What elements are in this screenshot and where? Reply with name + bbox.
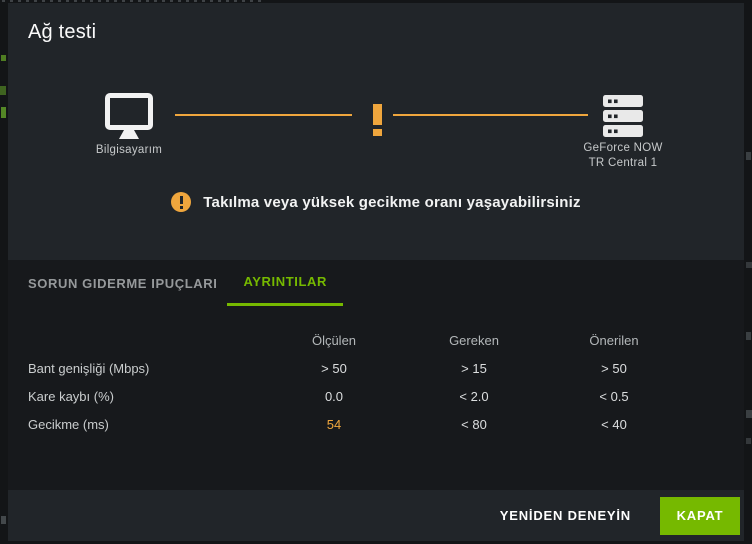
column-header-recommended: Önerilen	[589, 333, 639, 348]
monitor-icon	[105, 93, 153, 139]
cell-measured-0: > 50	[321, 361, 347, 376]
background-window-top-edge	[2, 0, 266, 2]
background-fragment	[746, 152, 751, 160]
tab-bar: SORUN GIDERME IPUÇLARI AYRINTILAR	[8, 260, 744, 306]
connection-line-right	[393, 114, 588, 116]
background-fragment	[1, 516, 6, 524]
background-fragment	[0, 86, 6, 95]
background-fragment	[746, 410, 752, 418]
cell-measured-2: 54	[326, 417, 342, 432]
cell-recommended-2: < 40	[601, 417, 627, 432]
retry-button[interactable]: YENİDEN DENEYİN	[496, 498, 635, 533]
cell-required-0: > 15	[461, 361, 487, 376]
server-label: GeForce NOW TR Central 1	[565, 141, 681, 171]
server-icon	[603, 95, 643, 137]
table-corner-cell	[28, 327, 264, 355]
background-fragment	[1, 55, 6, 61]
warning-message: Takılma veya yüksek gecikme oranı yaşaya…	[203, 193, 581, 211]
details-section: SORUN GIDERME IPUÇLARI AYRINTILAR Ölçüle…	[8, 260, 744, 490]
background-fragment	[746, 438, 751, 444]
cell-required-1: < 2.0	[459, 389, 489, 404]
tab-details[interactable]: AYRINTILAR	[227, 260, 343, 306]
server-name: GeForce NOW	[583, 142, 663, 154]
network-results-table: Ölçülen Gereken Önerilen Bant genişliği …	[8, 327, 744, 439]
exclamation-mark-icon	[373, 129, 382, 136]
row-label-latency: Gecikme (ms)	[28, 417, 109, 432]
row-label-frame-loss: Kare kaybı (%)	[28, 389, 114, 404]
background-fragment	[746, 332, 751, 340]
background-fragment	[746, 262, 752, 268]
cell-required-2: < 80	[461, 417, 487, 432]
warning-banner: Takılma veya yüksek gecikme oranı yaşaya…	[8, 189, 744, 215]
cell-measured-1: 0.0	[324, 389, 344, 404]
connection-line-left	[175, 114, 352, 116]
page-title: Ağ testi	[28, 21, 97, 43]
tab-troubleshooting-tips[interactable]: SORUN GIDERME IPUÇLARI	[28, 275, 218, 291]
dialog-footer: YENİDEN DENEYİN KAPAT	[8, 490, 744, 541]
network-test-dialog: Ağ testi Bilgisayarım GeForce NOW TR Cen	[8, 3, 744, 541]
exclamation-mark-icon	[373, 104, 382, 125]
warning-circle-icon	[171, 192, 192, 212]
column-header-required: Gereken	[449, 333, 499, 348]
diagram-section: Ağ testi Bilgisayarım GeForce NOW TR Cen	[8, 3, 744, 260]
cell-recommended-1: < 0.5	[599, 389, 629, 404]
background-fragment	[1, 107, 6, 118]
row-label-bandwidth: Bant genişliği (Mbps)	[28, 361, 150, 376]
server-region: TR Central 1	[588, 157, 658, 169]
cell-recommended-0: > 50	[601, 361, 627, 376]
column-header-measured: Ölçülen	[311, 333, 357, 348]
close-button[interactable]: KAPAT	[660, 496, 740, 535]
client-label: Bilgisayarım	[95, 144, 163, 156]
